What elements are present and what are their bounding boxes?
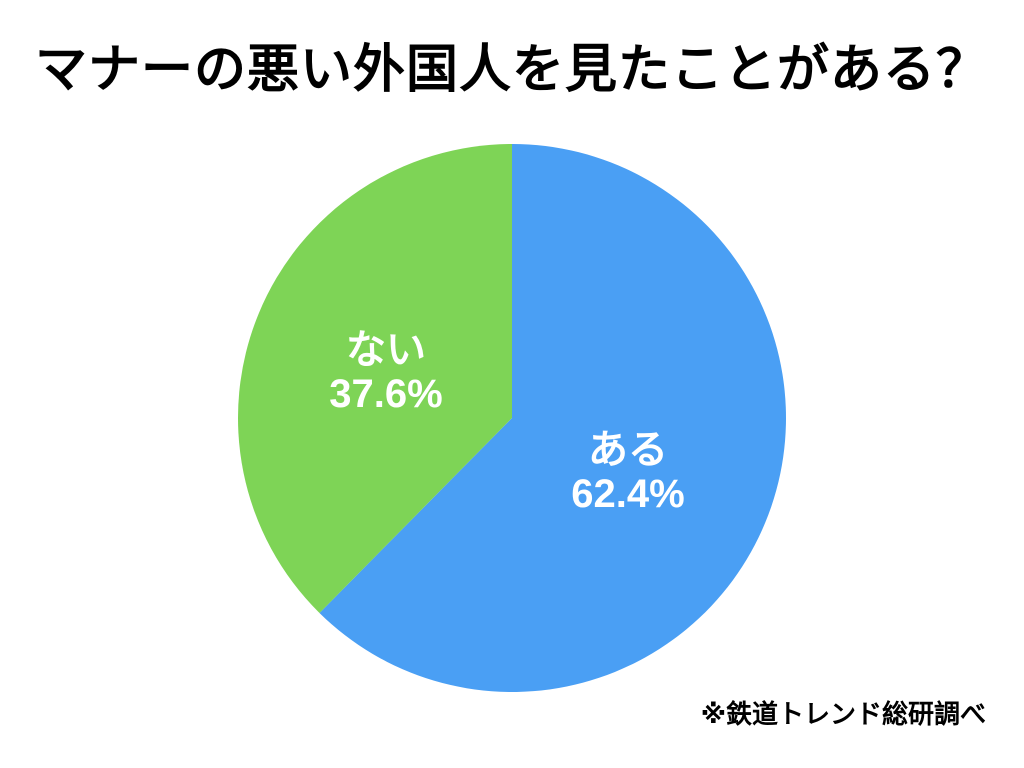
chart-title: マナーの悪い外国人を見たことがある？ xyxy=(34,41,989,99)
pie-slice-1 xyxy=(238,144,512,613)
source-note: ※鉄道トレンド総研調べ xyxy=(700,699,986,729)
pie-slice-0 xyxy=(319,144,786,692)
